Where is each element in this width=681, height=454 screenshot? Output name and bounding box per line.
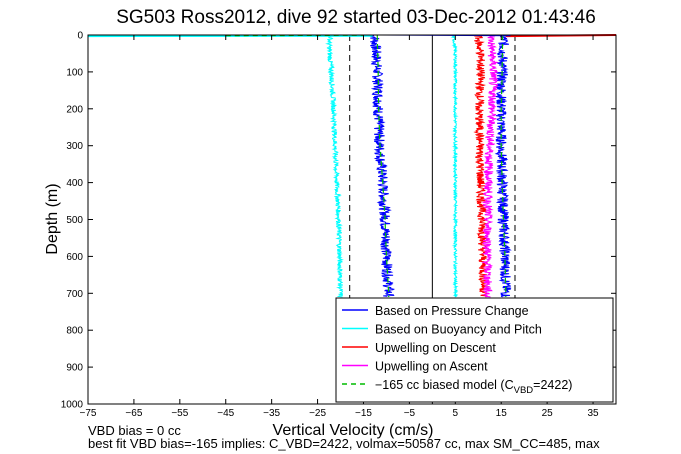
- x-tick-label-3: −45: [217, 408, 234, 419]
- legend: Based on Pressure Change Based on Buoyanc…: [335, 297, 614, 403]
- x-tick-label-2: −55: [171, 408, 188, 419]
- x-tick-label-7: −5: [404, 408, 416, 419]
- y-tick-label-3: 300: [66, 141, 83, 152]
- series-line-6: [376, 35, 390, 297]
- y-tick-label-5: 500: [66, 215, 83, 226]
- series-line-2: [325, 34, 344, 298]
- x-tick-label-4: −35: [263, 408, 280, 419]
- x-tick-label-10: 25: [542, 408, 554, 419]
- x-tick-label-8: 5: [453, 408, 459, 419]
- x-axis: −75 −65 −55 −45 −35 −25 −15 −5 5 15 25 35: [80, 35, 599, 419]
- y-tick-label-2: 200: [66, 104, 83, 115]
- best-fit-note: best fit VBD bias=-165 implies: C_VBD=24…: [88, 436, 600, 451]
- y-axis-label: Depth (m): [44, 183, 61, 254]
- vbd-bias-note: VBD bias = 0 cc: [88, 423, 181, 438]
- legend-label-1: Based on Buoyancy and Pitch: [375, 323, 542, 337]
- series-line-7: [500, 34, 507, 297]
- legend-box: [335, 297, 614, 403]
- x-tick-label-6: −15: [355, 408, 372, 419]
- x-tick-label-0: −75: [80, 408, 97, 419]
- x-axis-label: Vertical Velocity (cm/s): [273, 422, 434, 439]
- series-line-3: [450, 34, 459, 298]
- legend-label-0: Based on Pressure Change: [375, 304, 529, 318]
- series-line-0: [369, 34, 395, 297]
- y-tick-label-8: 800: [66, 326, 83, 337]
- y-tick-label-10: 1000: [61, 400, 84, 411]
- series-line-1: [494, 34, 512, 298]
- y-tick-label-0: 0: [77, 31, 83, 42]
- y-tick-label-4: 400: [66, 178, 83, 189]
- chart-title: SG503 Ross2012, dive 92 started 03-Dec-2…: [116, 7, 596, 28]
- y-tick-label-6: 600: [66, 252, 83, 263]
- series-line-5: [481, 34, 499, 298]
- x-tick-label-9: 15: [496, 408, 508, 419]
- y-tick-label-7: 700: [66, 289, 83, 300]
- x-tick-label-11: 35: [587, 408, 599, 419]
- legend-label-2: Upwelling on Descent: [375, 341, 496, 355]
- x-tick-label-1: −65: [125, 408, 142, 419]
- series-layer: [87, 34, 617, 298]
- legend-label-3: Upwelling on Ascent: [375, 360, 488, 374]
- y-tick-label-1: 100: [66, 67, 83, 78]
- y-tick-label-9: 900: [66, 363, 83, 374]
- y-axis: 0 100 200 300 400 500 600 700 800 900 1000: [61, 31, 616, 411]
- x-tick-label-5: −25: [309, 408, 326, 419]
